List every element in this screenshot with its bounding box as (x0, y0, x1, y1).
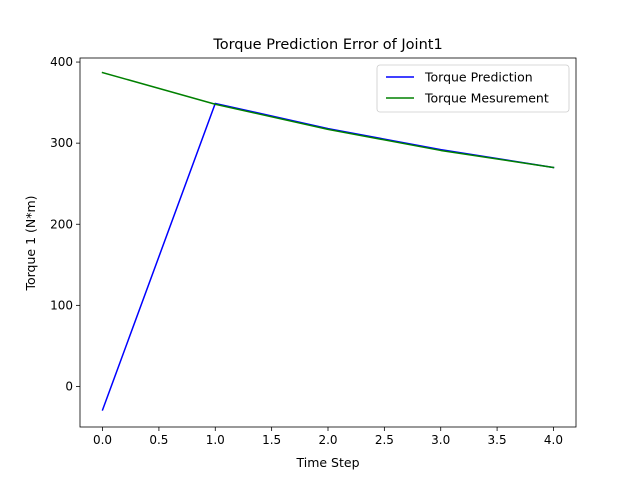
y-tick-label: 300 (50, 136, 73, 150)
x-tick-label: 3.0 (431, 433, 450, 447)
legend: Torque Prediction Torque Mesurement (376, 64, 570, 113)
plot-area (80, 58, 576, 427)
series-line-1 (101, 71, 555, 169)
legend-label-1: Torque Mesurement (424, 91, 549, 106)
chart-title: Torque Prediction Error of Joint1 (212, 37, 442, 53)
x-axis-label: Time Step (295, 455, 359, 470)
y-tick-label: 100 (50, 298, 73, 312)
series-layer (101, 71, 555, 411)
axes-layer: 0.0 0.5 1.0 1.5 2.0 2.5 3.0 3.5 4.0 0 100 200 300 400 (50, 55, 577, 447)
y-tick-label: 400 (50, 55, 73, 69)
x-tick-label: 2.5 (375, 433, 394, 447)
legend-label-0: Torque Prediction (424, 70, 533, 85)
y-tick-label: 0 (65, 379, 73, 393)
y-tick-label: 200 (50, 217, 73, 231)
y-axis-label: Torque 1 (N*m) (23, 195, 38, 291)
x-tick-label: 1.5 (262, 433, 281, 447)
plot-background (80, 58, 576, 427)
x-tick-label: 4.0 (544, 433, 563, 447)
x-tick-label: 3.5 (488, 433, 507, 447)
x-tick-label: 1.0 (206, 433, 225, 447)
x-tick-label: 0.5 (149, 433, 168, 447)
x-tick-label: 0.0 (93, 433, 112, 447)
legend-box (376, 64, 570, 113)
x-tick-label: 2.0 (318, 433, 337, 447)
